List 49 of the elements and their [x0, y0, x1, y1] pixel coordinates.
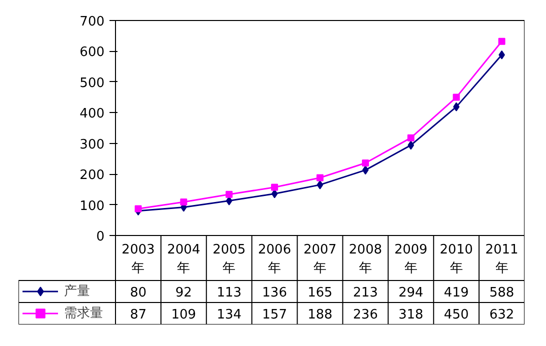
data-label: 92: [175, 286, 192, 300]
y-tick-label: 100: [80, 198, 105, 214]
point: [408, 140, 414, 150]
data-label: 188: [308, 308, 332, 322]
point: [498, 38, 506, 45]
point: [362, 166, 369, 175]
data-label: 136: [262, 286, 287, 300]
data-label: 113: [216, 286, 242, 300]
y-tick-label: 500: [80, 76, 105, 91]
legend-label: 需求量: [64, 305, 103, 323]
data-label: 588: [489, 286, 514, 300]
x-tick-label: 2011年: [485, 242, 518, 276]
point: [452, 94, 460, 101]
point: [316, 180, 324, 190]
data-label: 632: [489, 308, 514, 322]
point: [271, 184, 278, 191]
data-label: 165: [308, 286, 332, 300]
point: [316, 174, 324, 182]
x-tick-label: 2003年: [122, 242, 155, 276]
x-tick-label: 2005年: [212, 242, 246, 276]
point: [362, 160, 369, 167]
y-tick-label: 600: [80, 45, 105, 60]
data-label: 318: [398, 308, 424, 322]
data-label: 87: [130, 308, 146, 322]
legend-label: 产量: [64, 283, 90, 301]
y-tick-label: 200: [80, 168, 105, 184]
point: [226, 190, 233, 198]
y-tick-label: 300: [80, 137, 105, 152]
data-label: 450: [444, 308, 469, 322]
data-label: 109: [171, 308, 196, 322]
y-tick-label: 400: [80, 106, 105, 122]
y-tick-label: 700: [80, 14, 105, 30]
x-tick-label: 2010年: [440, 242, 473, 276]
point: [134, 205, 142, 212]
point: [407, 134, 414, 142]
data-label: 80: [130, 286, 146, 300]
data-label: 294: [398, 286, 424, 300]
x-tick-label: 2009年: [394, 242, 428, 276]
data-label: 419: [444, 286, 469, 300]
x-tick-label: 2004年: [167, 242, 200, 276]
x-tick-label: 2006年: [258, 242, 292, 276]
x-tick-label: 2008年: [348, 242, 382, 276]
point: [180, 198, 188, 206]
data-label: 236: [353, 308, 378, 322]
data-label: 134: [216, 308, 242, 322]
data-label: 213: [353, 286, 378, 300]
x-tick-label: 2007年: [303, 242, 337, 276]
y-tick-label: 0: [96, 230, 105, 244]
data-label: 157: [262, 308, 287, 322]
